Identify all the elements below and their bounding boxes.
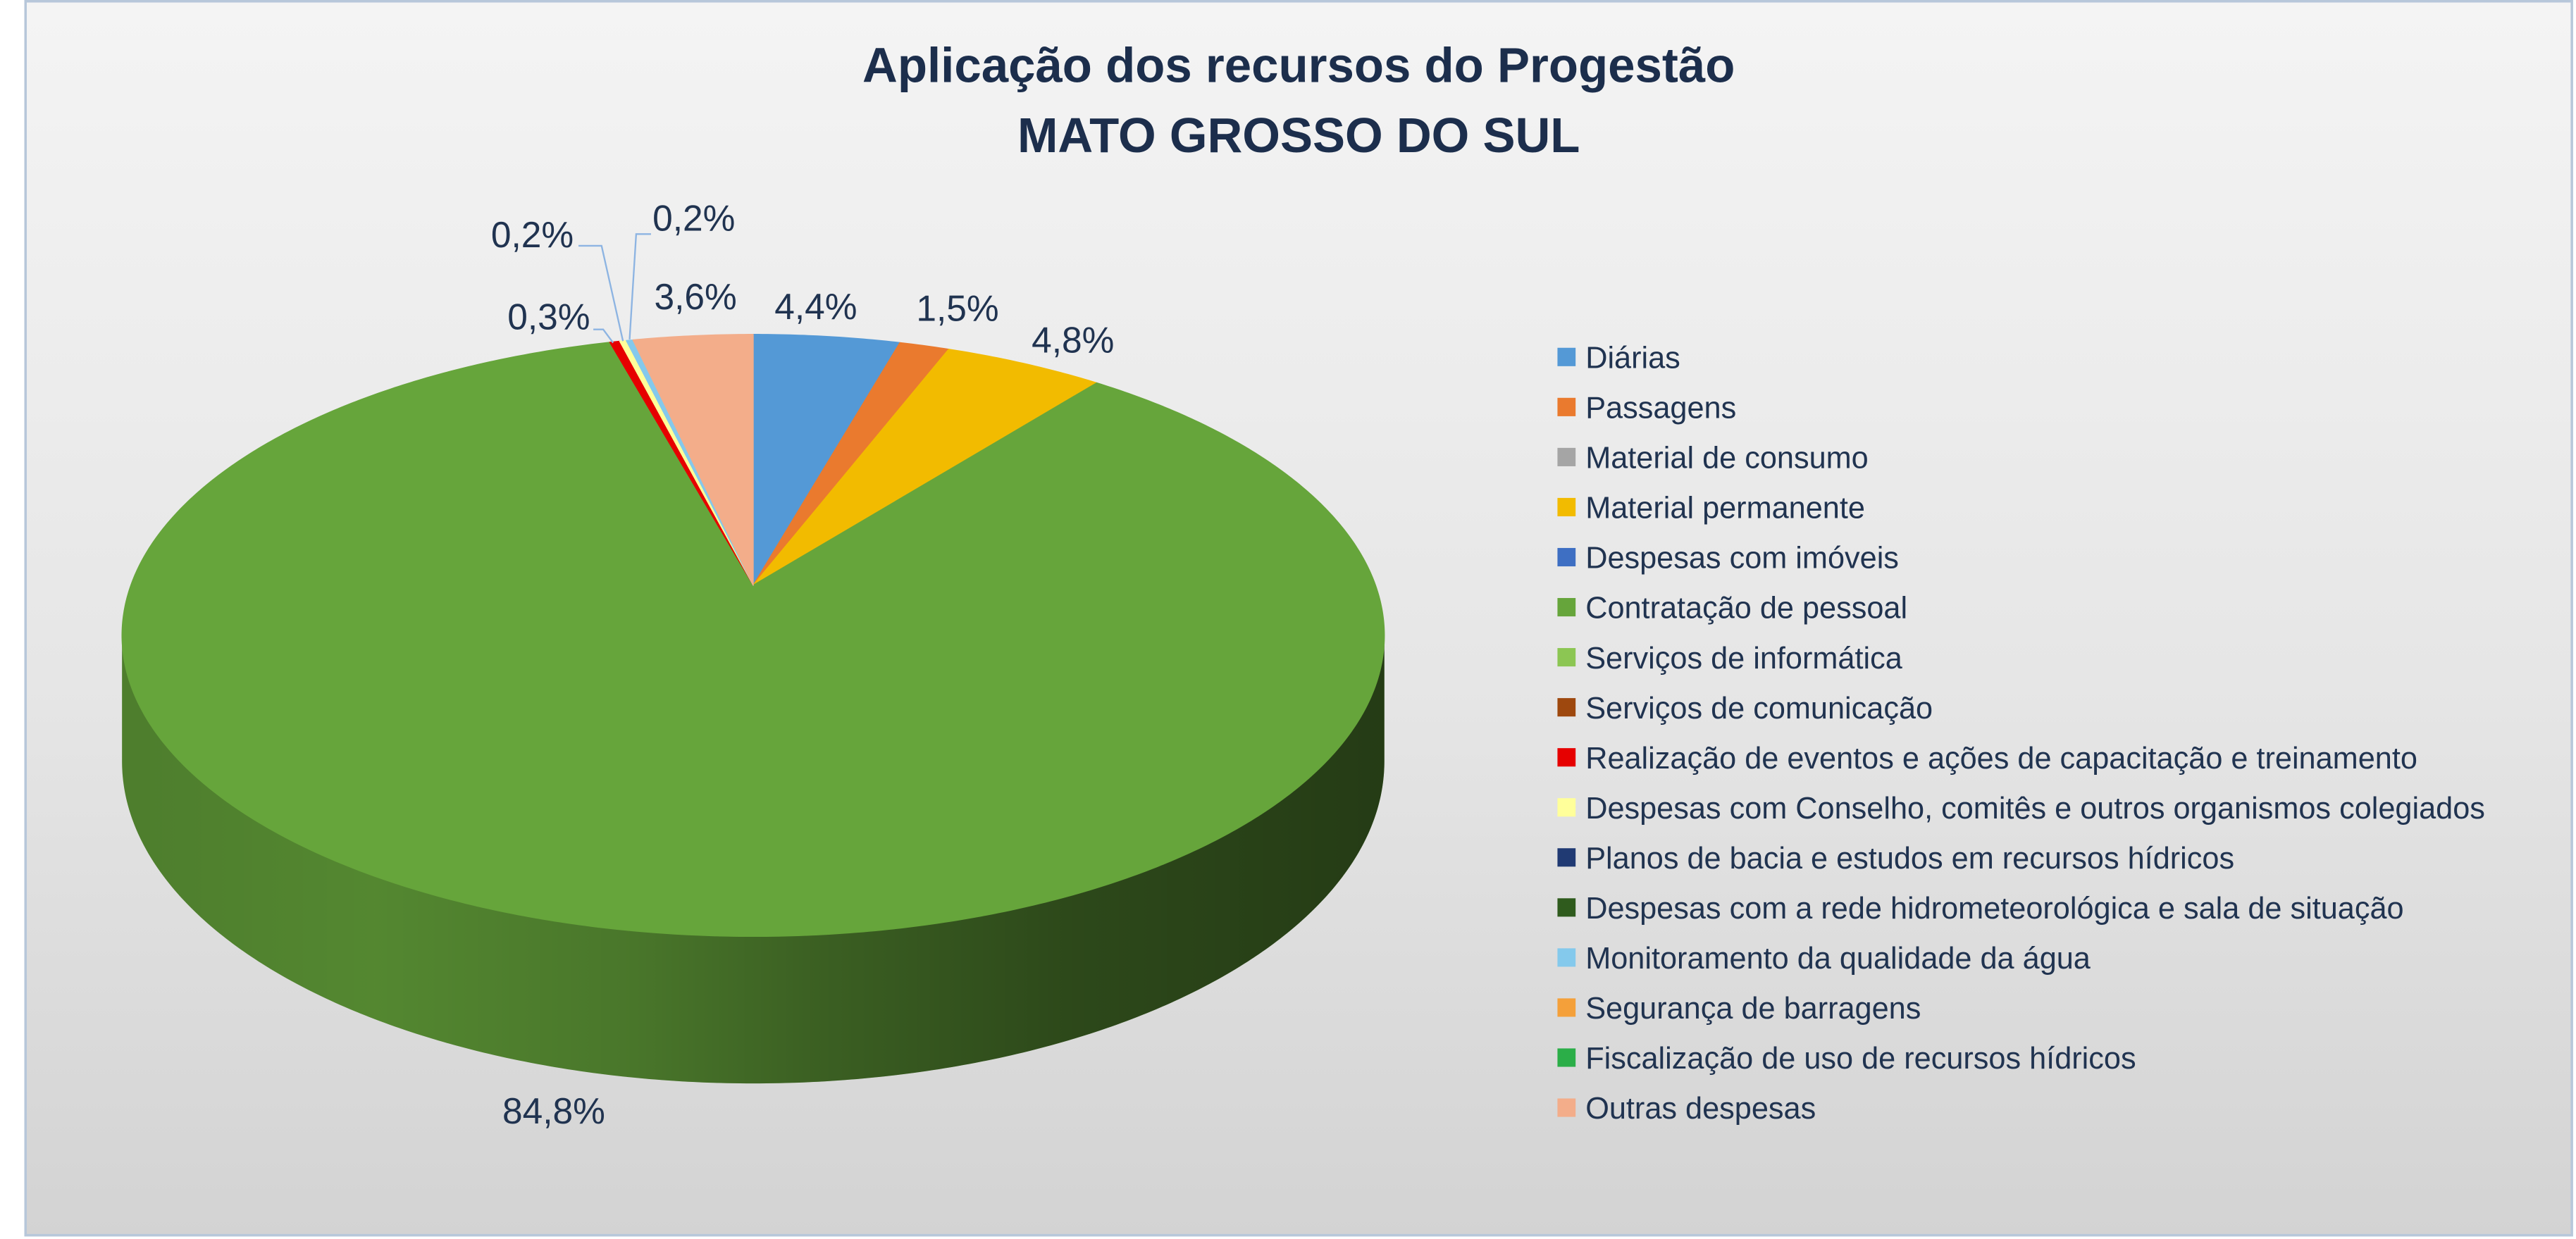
legend-label: Despesas com imóveis <box>1585 541 1899 575</box>
legend-label: Despesas com a rede hidrometeorológica e… <box>1585 892 2403 926</box>
pie-slice <box>753 334 900 586</box>
legend-item: Contratação de pessoal <box>1557 591 1907 625</box>
legend-label: Despesas com Conselho, comitês e outros … <box>1585 792 2485 826</box>
legend-marker <box>1557 347 1576 366</box>
legend-label: Material permanente <box>1585 491 1865 525</box>
legend-item: Monitoramento da qualidade da água <box>1557 942 2091 976</box>
data-label: 4,8% <box>1032 319 1114 360</box>
legend-label: Realização de eventos e ações de capacit… <box>1585 742 2417 776</box>
legend-label: Contratação de pessoal <box>1585 591 1907 625</box>
leader-lines <box>578 233 651 344</box>
legend-item: Serviços de informática <box>1557 641 1903 675</box>
legend-marker <box>1557 597 1576 617</box>
legend-item: Diárias <box>1557 341 1680 375</box>
data-label: 4,4% <box>774 286 857 327</box>
pie-side-shading <box>122 635 1385 1084</box>
legend-label: Serviços de comunicação <box>1585 692 1933 726</box>
pie-slice <box>753 349 1098 586</box>
legend-label: Serviços de informática <box>1585 641 1902 675</box>
legend-item: Outras despesas <box>1557 1092 1816 1126</box>
legend-marker <box>1557 798 1576 817</box>
data-label: 0,2% <box>652 197 735 238</box>
legend-marker <box>1557 698 1576 717</box>
legend-label: Planos de bacia e estudos em recursos hí… <box>1585 842 2234 876</box>
legend-label: Material de consumo <box>1585 441 1869 475</box>
legend-marker <box>1557 998 1576 1017</box>
leader-line <box>578 244 624 342</box>
leader-line <box>593 328 614 344</box>
legend-label: Diárias <box>1585 341 1680 375</box>
legend-marker <box>1557 748 1576 767</box>
pie-slice <box>121 342 1385 938</box>
legend-item: Fiscalização de uso de recursos hídricos <box>1557 1042 2136 1076</box>
legend-item: Planos de bacia e estudos em recursos hí… <box>1557 842 2234 876</box>
legend-marker <box>1557 547 1576 567</box>
legend-marker <box>1557 497 1576 517</box>
legend-label: Outras despesas <box>1585 1092 1816 1126</box>
data-label: 3,6% <box>654 276 736 317</box>
data-label: 1,5% <box>916 287 998 328</box>
legend-marker <box>1557 948 1576 967</box>
legend-marker <box>1557 848 1576 867</box>
data-label: 84,8% <box>502 1090 605 1131</box>
data-labels: 4,4% 1,5% 4,8% 84,8% 0,3% 0,2% 0,2% 3,6% <box>491 197 1114 1131</box>
pie-top-face <box>121 334 1385 938</box>
legend-item: Serviços de comunicação <box>1557 692 1933 726</box>
pie-slice <box>632 334 754 586</box>
legend-marker <box>1557 898 1576 917</box>
legend-item: Despesas com Conselho, comitês e outros … <box>1557 792 2485 826</box>
legend-marker <box>1557 1048 1576 1067</box>
legend-label: Fiscalização de uso de recursos hídricos <box>1585 1042 2136 1076</box>
legend-item: Realização de eventos e ações de capacit… <box>1557 742 2417 776</box>
legend-marker <box>1557 397 1576 416</box>
legend-label: Monitoramento da qualidade da água <box>1585 942 2091 976</box>
legend-marker <box>1557 648 1576 667</box>
data-label: 0,2% <box>491 214 574 255</box>
pie-slice <box>753 342 950 586</box>
leader-line <box>628 233 651 340</box>
chart-heading: Aplicação dos recursos do Progestão MATO… <box>862 37 1735 163</box>
chart-subtitle: MATO GROSSO DO SUL <box>1017 108 1580 163</box>
legend-item: Material de consumo <box>1557 441 1869 475</box>
legend-item: Despesas com a rede hidrometeorológica e… <box>1557 892 2404 926</box>
data-label: 0,3% <box>507 296 590 337</box>
legend-item: Segurança de barragens <box>1557 992 1921 1026</box>
legend-item: Passagens <box>1557 391 1736 425</box>
legend-label: Segurança de barragens <box>1585 992 1921 1026</box>
legend: Diárias Passagens Material de consumo Mater… <box>1557 341 2485 1126</box>
legend-marker <box>1557 447 1576 466</box>
legend-item: Despesas com imóveis <box>1557 541 1899 575</box>
legend-item: Material permanente <box>1557 491 1865 525</box>
legend-label: Passagens <box>1585 391 1736 425</box>
pie-side <box>122 635 1385 1084</box>
legend-marker <box>1557 1098 1576 1117</box>
chart-title: Aplicação dos recursos do Progestão <box>862 37 1735 93</box>
